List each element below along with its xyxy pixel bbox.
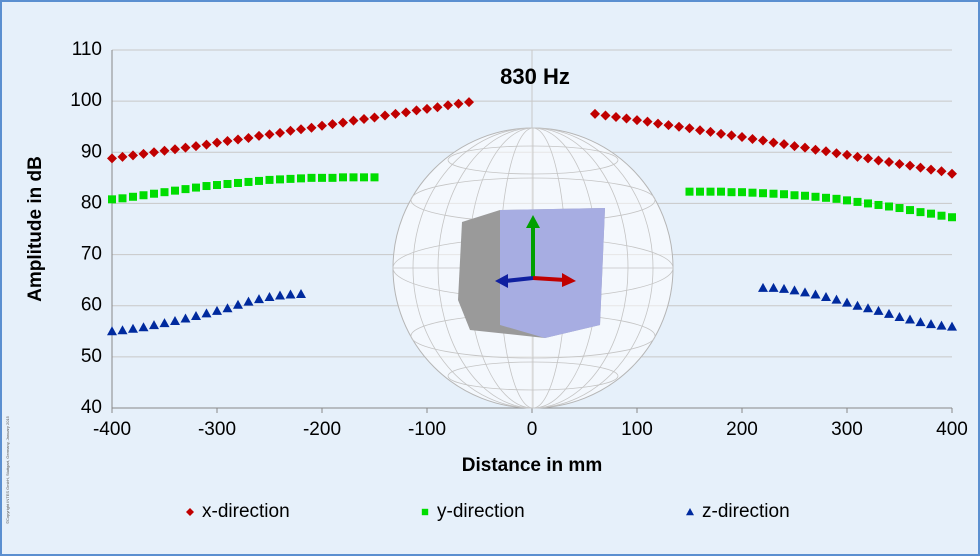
square-marker bbox=[686, 188, 694, 196]
y-tick-label: 50 bbox=[81, 346, 102, 367]
x-axis-title: Distance in mm bbox=[462, 455, 602, 476]
square-marker bbox=[791, 191, 799, 199]
square-marker bbox=[833, 195, 841, 203]
square-marker bbox=[707, 188, 715, 196]
square-marker bbox=[350, 173, 358, 181]
square-marker bbox=[696, 188, 704, 196]
square-marker bbox=[287, 175, 295, 183]
x-tick-label: -300 bbox=[198, 419, 236, 440]
x-tick-label: -400 bbox=[93, 419, 131, 440]
square-marker bbox=[822, 194, 830, 202]
square-marker bbox=[161, 188, 169, 196]
square-marker bbox=[192, 184, 200, 192]
x-tick-label: -200 bbox=[303, 419, 341, 440]
square-marker bbox=[371, 173, 379, 181]
square-marker bbox=[224, 180, 232, 188]
square-marker bbox=[129, 193, 137, 201]
y-tick-label: 110 bbox=[72, 39, 102, 60]
square-marker bbox=[854, 198, 862, 206]
y-tick-label: 80 bbox=[81, 192, 102, 213]
square-marker bbox=[938, 212, 946, 220]
chart-title: 830 Hz bbox=[500, 64, 570, 89]
square-marker bbox=[759, 189, 767, 197]
square-marker bbox=[717, 188, 725, 196]
square-marker bbox=[812, 193, 820, 201]
square-marker bbox=[182, 185, 190, 193]
legend-label: x-direction bbox=[202, 501, 290, 522]
legend-label: z-direction bbox=[702, 501, 790, 522]
square-marker bbox=[728, 188, 736, 196]
square-marker bbox=[297, 174, 305, 182]
square-marker bbox=[360, 173, 368, 181]
legend-label: y-direction bbox=[437, 501, 525, 522]
sphere-illustration bbox=[393, 128, 673, 408]
square-marker bbox=[738, 188, 746, 196]
square-marker bbox=[276, 175, 284, 183]
square-marker bbox=[843, 196, 851, 204]
copyright: ©Copyright INTES GmbH, Stuttgart, German… bbox=[5, 415, 10, 524]
square-marker bbox=[864, 199, 872, 207]
square-marker bbox=[896, 204, 904, 212]
square-marker bbox=[329, 174, 337, 182]
square-marker bbox=[339, 173, 347, 181]
x-tick-label: 300 bbox=[831, 419, 863, 440]
square-marker bbox=[140, 191, 148, 199]
y-tick-label: 40 bbox=[81, 397, 102, 418]
square-marker bbox=[422, 509, 428, 515]
y-tick-label: 60 bbox=[81, 295, 102, 316]
square-marker bbox=[875, 201, 883, 209]
square-marker bbox=[266, 176, 274, 184]
square-marker bbox=[119, 194, 127, 202]
square-marker bbox=[780, 190, 788, 198]
x-tick-label: 400 bbox=[936, 419, 968, 440]
square-marker bbox=[885, 202, 893, 210]
square-marker bbox=[108, 195, 116, 203]
x-tick-label: 200 bbox=[726, 419, 758, 440]
x-tick-label: -100 bbox=[408, 419, 446, 440]
y-tick-label: 100 bbox=[70, 90, 102, 111]
square-marker bbox=[318, 174, 326, 182]
square-marker bbox=[801, 192, 809, 200]
square-marker bbox=[308, 174, 316, 182]
square-marker bbox=[234, 179, 242, 187]
square-marker bbox=[749, 189, 757, 197]
square-marker bbox=[770, 190, 778, 198]
square-marker bbox=[213, 181, 221, 189]
square-marker bbox=[906, 206, 914, 214]
square-marker bbox=[927, 210, 935, 218]
y-tick-label: 70 bbox=[81, 244, 102, 265]
square-marker bbox=[948, 213, 956, 221]
square-marker bbox=[245, 178, 253, 186]
y-tick-label: 90 bbox=[81, 141, 102, 162]
square-marker bbox=[150, 190, 158, 198]
x-tick-label: 100 bbox=[621, 419, 653, 440]
page: {"chart_data": {"type": "scatter", "titl… bbox=[0, 0, 980, 556]
y-axis-title: Amplitude in dB bbox=[25, 156, 46, 302]
square-marker bbox=[203, 182, 211, 190]
square-marker bbox=[917, 208, 925, 216]
x-tick-label: 0 bbox=[527, 419, 538, 440]
chart: 830 Hz Distance in mm Amplitude in dB ©C… bbox=[0, 0, 980, 556]
square-marker bbox=[171, 187, 179, 195]
square-marker bbox=[255, 177, 263, 185]
